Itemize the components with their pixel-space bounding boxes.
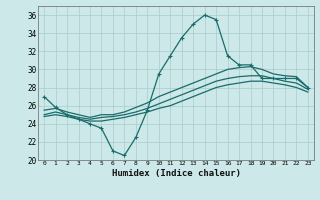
X-axis label: Humidex (Indice chaleur): Humidex (Indice chaleur) <box>111 169 241 178</box>
